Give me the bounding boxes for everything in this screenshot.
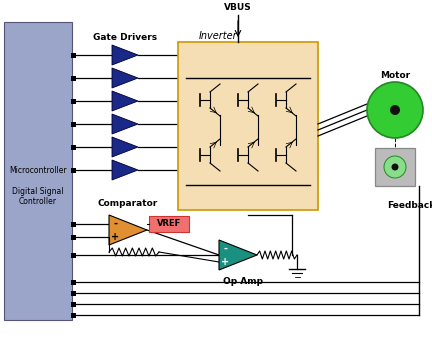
Bar	[71, 75, 76, 81]
Polygon shape	[219, 240, 257, 270]
Bar	[71, 99, 76, 103]
Text: Op Amp: Op Amp	[223, 277, 263, 286]
Text: -: -	[113, 219, 117, 229]
Circle shape	[390, 105, 400, 115]
Text: Inverter: Inverter	[199, 31, 237, 41]
Text: VREF: VREF	[157, 219, 181, 228]
Text: Feedback: Feedback	[387, 200, 432, 209]
Polygon shape	[112, 137, 138, 157]
Circle shape	[384, 156, 406, 178]
Bar	[71, 167, 76, 173]
Bar	[178, 42, 318, 210]
Circle shape	[367, 82, 423, 138]
Text: Gate Drivers: Gate Drivers	[93, 34, 157, 43]
Bar	[375, 148, 415, 186]
Text: Comparator: Comparator	[98, 199, 158, 208]
Bar	[71, 53, 76, 57]
Bar	[71, 121, 76, 127]
Polygon shape	[112, 114, 138, 134]
Bar	[71, 253, 76, 257]
Bar	[4, 22, 72, 320]
Polygon shape	[112, 91, 138, 111]
Bar	[71, 291, 76, 295]
Circle shape	[391, 164, 398, 171]
Bar	[71, 301, 76, 307]
Text: Microcontroller

Digital Signal
Controller: Microcontroller Digital Signal Controlle…	[9, 166, 67, 206]
Polygon shape	[112, 68, 138, 88]
Text: +: +	[221, 257, 229, 267]
Bar	[71, 280, 76, 284]
Text: VBUS: VBUS	[224, 3, 252, 12]
Text: +: +	[111, 232, 119, 242]
Polygon shape	[112, 45, 138, 65]
Bar	[149, 216, 189, 232]
Bar	[71, 221, 76, 227]
Bar	[71, 145, 76, 149]
Text: -: -	[223, 244, 227, 254]
Bar	[71, 235, 76, 239]
Polygon shape	[109, 215, 147, 245]
Bar	[71, 312, 76, 318]
Text: Motor: Motor	[380, 71, 410, 80]
Polygon shape	[112, 160, 138, 180]
